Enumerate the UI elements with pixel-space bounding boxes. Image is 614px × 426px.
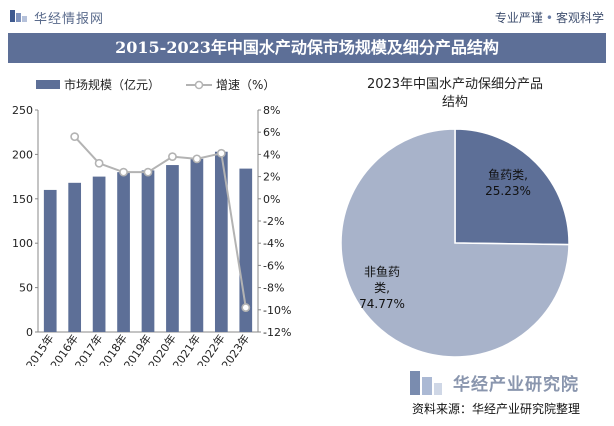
pie-slice-non-fish-drug: [340, 128, 570, 358]
top-header: 华经情报网 专业严谨 • 客观科学: [0, 0, 614, 32]
bar: [141, 170, 155, 332]
bar: [214, 151, 228, 332]
y-left-tick-label: 250: [12, 104, 33, 117]
chart-panel: 市场规模（亿元） 增速（%） 0 50 100 150 200 250 8% 6% 4% 2% 0% -2…: [8, 66, 606, 422]
y-right-tick-label: -4%: [263, 237, 284, 250]
y-right-tick-label: -2%: [263, 215, 284, 228]
y-right-tick-label: 6%: [263, 126, 280, 139]
y-left-tick-label: 50: [19, 282, 33, 295]
y-right-tick-label: -8%: [263, 282, 284, 295]
legend-bar-label: 市场规模（亿元）: [64, 77, 160, 92]
brand-name: 华经情报网: [34, 12, 105, 27]
pie-label: 74.77%: [359, 297, 405, 311]
pie-slice-fish-drug: [454, 128, 570, 246]
legend-line-marker: [194, 80, 204, 90]
source-note: 资料来源：华经产业研究院整理: [412, 402, 581, 416]
bar: [190, 158, 204, 332]
y-left-tick-label: 100: [12, 237, 33, 250]
bar: [43, 189, 57, 332]
y-right-tick-label: 4%: [263, 148, 280, 161]
legend-bar-swatch: [36, 80, 60, 89]
pie-title-line-2: 结构: [442, 95, 468, 110]
pie-title-line-1: 2023年中国水产动保细分产品: [367, 77, 543, 92]
bar: [117, 172, 130, 332]
y-left-tick-label: 150: [12, 193, 33, 206]
growth-point: [94, 158, 104, 168]
growth-point: [143, 167, 153, 177]
footer-brand: 华经产业研究院: [453, 375, 579, 395]
slogan-left: 专业严谨: [494, 11, 543, 25]
pie-label: 25.23%: [485, 184, 531, 198]
bar: [166, 165, 179, 332]
growth-point: [119, 167, 128, 177]
y-right-tick-label: 8%: [263, 104, 280, 117]
footer-logo-icon: [410, 371, 442, 395]
y-right-tick-label: 2%: [263, 171, 280, 184]
y-right-tick-label: -12%: [263, 326, 291, 339]
y-left-tick-label: 200: [12, 148, 33, 161]
y-right-tick-label: -6%: [263, 259, 284, 272]
slogan-separator: •: [545, 11, 553, 25]
slogan: 专业严谨 • 客观科学: [495, 9, 604, 26]
pie-label: 鱼药类,: [488, 168, 528, 182]
y-left-tick-label: 0: [26, 326, 33, 339]
growth-point: [216, 148, 226, 158]
combo-chart: 市场规模（亿元） 增速（%） 0 50 100 150 200 250 8% 6% 4% 2% 0% -2…: [12, 77, 291, 366]
pie-label: 类,: [374, 281, 390, 295]
growth-point: [241, 303, 251, 312]
pie-label: 非鱼药: [364, 265, 400, 279]
legend-line-label: 增速（%）: [216, 78, 275, 92]
growth-point: [192, 154, 202, 164]
growth-point: [70, 132, 80, 142]
growth-point: [168, 152, 177, 162]
y-right-tick-label: -10%: [263, 304, 291, 317]
slogan-right: 客观科学: [555, 11, 604, 25]
bar: [68, 182, 82, 332]
brand-logo-icon: [10, 10, 27, 22]
page-title: 2015-2023年中国水产动保市场规模及细分产品结构: [8, 33, 606, 63]
bar: [92, 176, 106, 332]
y-right-tick-label: 0%: [263, 193, 280, 206]
